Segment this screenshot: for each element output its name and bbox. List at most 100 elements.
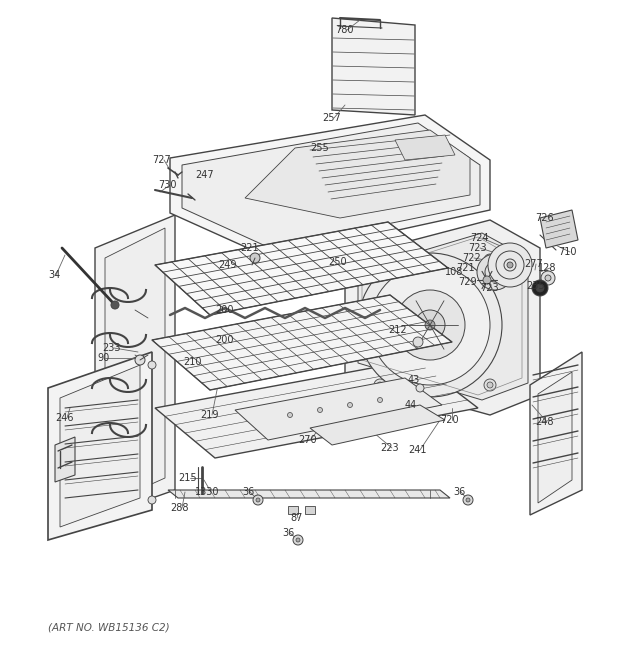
Circle shape [536, 284, 544, 292]
Circle shape [484, 379, 496, 391]
Polygon shape [358, 233, 528, 400]
Circle shape [413, 337, 423, 347]
Circle shape [487, 382, 493, 388]
Text: 724: 724 [470, 233, 489, 243]
Circle shape [545, 275, 551, 281]
Polygon shape [168, 490, 450, 498]
Text: (ART NO. WB15136 C2): (ART NO. WB15136 C2) [48, 623, 170, 633]
Text: 200: 200 [215, 305, 234, 315]
Circle shape [541, 271, 555, 285]
Text: 729: 729 [458, 277, 477, 287]
Circle shape [293, 535, 303, 545]
Polygon shape [152, 295, 452, 390]
Polygon shape [55, 437, 75, 482]
Polygon shape [345, 220, 540, 415]
Text: 241: 241 [408, 445, 427, 455]
Text: 710: 710 [558, 247, 577, 257]
Polygon shape [540, 210, 578, 248]
Circle shape [483, 276, 491, 284]
Circle shape [484, 254, 496, 266]
Circle shape [374, 379, 386, 391]
Polygon shape [395, 135, 455, 160]
Text: 780: 780 [335, 25, 353, 35]
Circle shape [415, 310, 445, 340]
Text: 233: 233 [102, 343, 120, 353]
Text: 270: 270 [298, 435, 317, 445]
Circle shape [370, 265, 490, 385]
Circle shape [377, 257, 383, 263]
Circle shape [347, 403, 353, 407]
Text: 43: 43 [408, 375, 420, 385]
Text: 36: 36 [453, 487, 465, 497]
Text: 721: 721 [456, 263, 475, 273]
Circle shape [256, 498, 260, 502]
Circle shape [485, 262, 505, 282]
Polygon shape [305, 506, 315, 514]
Circle shape [377, 382, 383, 388]
Text: 277: 277 [524, 259, 542, 269]
Circle shape [466, 498, 470, 502]
Text: 223: 223 [380, 443, 399, 453]
Circle shape [148, 496, 156, 504]
Text: 723: 723 [468, 243, 487, 253]
Text: 108: 108 [445, 267, 463, 277]
Circle shape [288, 412, 293, 418]
Text: 247: 247 [195, 170, 214, 180]
Circle shape [487, 257, 493, 263]
Polygon shape [155, 360, 478, 458]
Text: 255: 255 [310, 143, 329, 153]
Text: 128: 128 [538, 263, 557, 273]
Polygon shape [170, 115, 490, 258]
Text: 221: 221 [240, 243, 259, 253]
Text: 87: 87 [290, 513, 303, 523]
Polygon shape [245, 130, 470, 218]
Text: 44: 44 [405, 400, 417, 410]
Polygon shape [95, 215, 175, 518]
Polygon shape [235, 378, 442, 440]
Circle shape [378, 397, 383, 403]
Text: 90: 90 [97, 353, 109, 363]
Circle shape [507, 262, 513, 268]
Circle shape [135, 355, 145, 365]
Circle shape [358, 253, 502, 397]
Polygon shape [332, 18, 415, 115]
Text: 730: 730 [158, 180, 177, 190]
Text: ereplacementparts.com: ereplacementparts.com [215, 341, 356, 354]
Polygon shape [182, 123, 480, 248]
Text: 219: 219 [200, 410, 218, 420]
Circle shape [532, 280, 548, 296]
Polygon shape [538, 372, 572, 503]
Circle shape [296, 538, 300, 542]
Text: 210: 210 [183, 357, 202, 367]
Text: 235: 235 [526, 281, 544, 291]
Text: 212: 212 [388, 325, 407, 335]
Text: 249: 249 [218, 260, 236, 270]
Text: 288: 288 [170, 503, 188, 513]
Text: 36: 36 [282, 528, 294, 538]
Polygon shape [60, 365, 140, 527]
Circle shape [317, 407, 322, 412]
Circle shape [504, 259, 516, 271]
Circle shape [416, 384, 424, 392]
Text: 727: 727 [152, 155, 171, 165]
Text: 36: 36 [242, 487, 254, 497]
Circle shape [491, 268, 499, 276]
Polygon shape [105, 228, 165, 505]
Polygon shape [48, 352, 152, 540]
Polygon shape [310, 405, 445, 445]
Circle shape [425, 320, 435, 330]
Text: 1330: 1330 [195, 487, 219, 497]
Circle shape [488, 243, 532, 287]
Circle shape [111, 301, 119, 309]
Circle shape [253, 495, 263, 505]
Text: 726: 726 [535, 213, 554, 223]
Text: 257: 257 [322, 113, 341, 123]
Text: 34: 34 [48, 270, 60, 280]
Text: 722: 722 [462, 253, 480, 263]
Circle shape [148, 361, 156, 369]
Text: 723: 723 [480, 283, 498, 293]
Polygon shape [288, 506, 298, 514]
Text: 720: 720 [440, 415, 459, 425]
Text: 250: 250 [328, 257, 347, 267]
Circle shape [463, 495, 473, 505]
